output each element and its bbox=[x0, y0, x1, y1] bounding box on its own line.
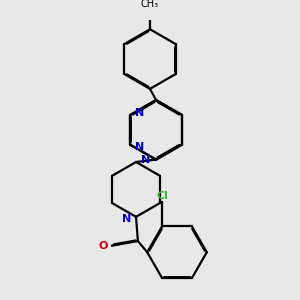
Text: N: N bbox=[122, 214, 131, 224]
Text: O: O bbox=[99, 241, 108, 251]
Text: N: N bbox=[135, 108, 144, 118]
Text: Cl: Cl bbox=[156, 191, 168, 201]
Text: N: N bbox=[141, 155, 150, 165]
Text: N: N bbox=[135, 142, 144, 152]
Text: CH₃: CH₃ bbox=[141, 0, 159, 9]
